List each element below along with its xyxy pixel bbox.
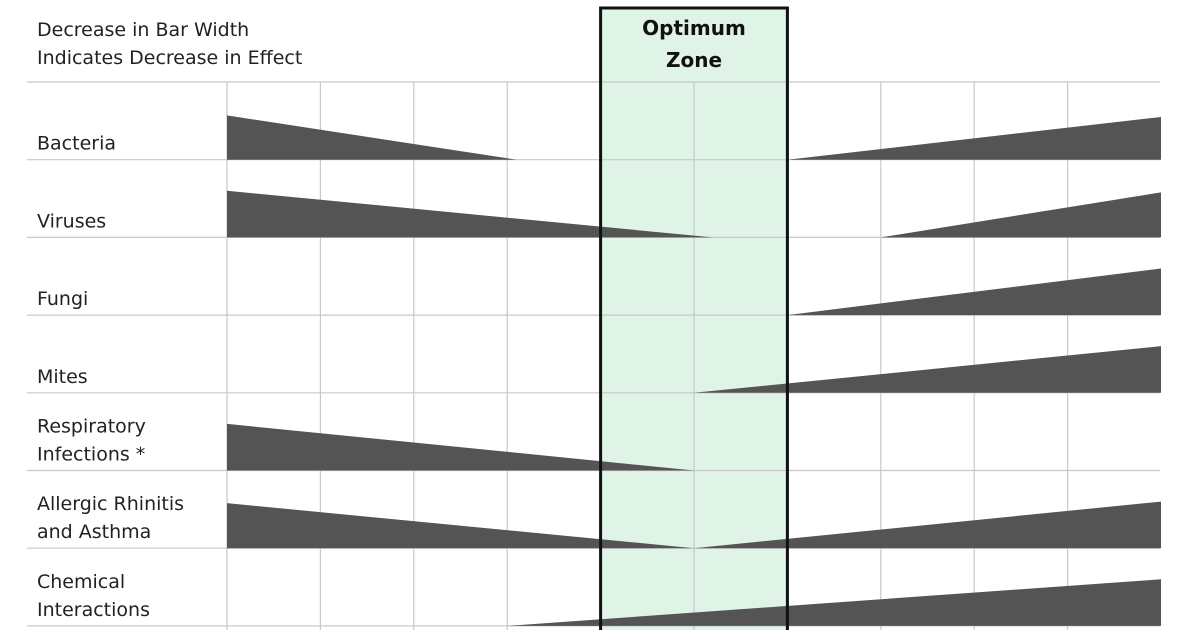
row-label-7-line-1: Chemical [37,571,125,593]
right-wedge-row-1 [787,116,1161,160]
left-wedge-row-2 [227,190,713,238]
right-wedge-row-6 [694,501,1161,549]
row-label-2-line-1: Viruses [37,210,106,232]
row-label-3-line-1: Fungi [37,288,88,310]
chart-title-line-2: Indicates Decrease in Effect [37,47,302,69]
row-label-1-line-1: Bacteria [37,133,116,155]
right-wedge-row-7 [507,579,1161,626]
row-label-4-line-1: Mites [37,366,88,388]
effect-wedges [227,115,1161,626]
optimum-zone-border [599,6,789,630]
row-labels: Bacteria Viruses Fungi Mites Respiratory Infe… [37,133,184,621]
row-label-5-line-1: Respiratory [37,416,146,438]
right-wedge-row-4 [694,346,1161,393]
row-label-7-line-2: Interactions [37,599,150,621]
optimum-zone-label-line-2: Zone [666,48,722,72]
left-wedge-row-6 [227,503,694,549]
left-wedge-row-5 [227,423,694,471]
row-label-6-line-1: Allergic Rhinitis [37,493,184,515]
right-wedge-row-3 [787,268,1161,316]
chart-title-line-1: Decrease in Bar Width [37,19,249,41]
optimum-zone-label-line-1: Optimum [642,16,746,40]
right-wedge-row-2 [880,192,1161,238]
row-label-6-line-2: and Asthma [37,521,151,543]
left-wedge-row-1 [227,115,517,160]
row-label-5-line-2: Infections * [37,444,145,466]
